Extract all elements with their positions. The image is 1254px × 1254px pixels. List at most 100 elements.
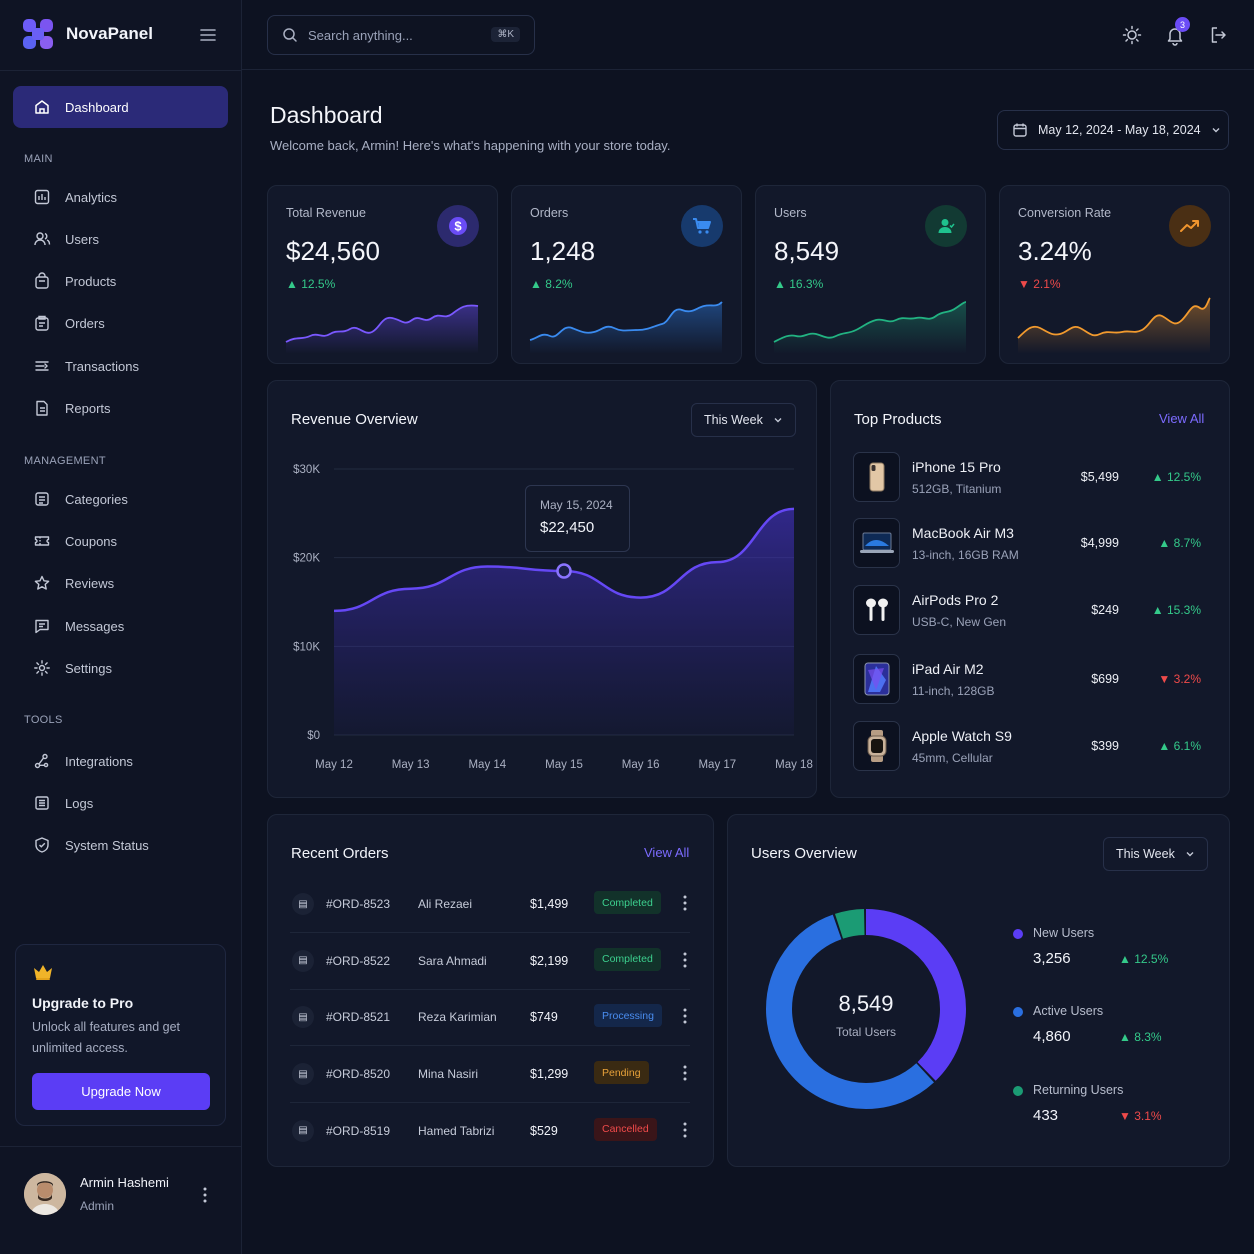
product-row[interactable]: AirPods Pro 2 USB-C, New Gen $249 ▲ 15.3… xyxy=(853,585,1207,635)
search-box[interactable]: ⌘K xyxy=(267,15,535,55)
stat-change: ▲ 12.5% xyxy=(286,277,336,291)
card-title: Top Products xyxy=(854,411,942,428)
profile-more-icon[interactable] xyxy=(200,1186,210,1204)
stat-card-revenue: Total Revenue $24,560 ▲ 12.5% $ xyxy=(267,185,498,364)
order-customer: Hamed Tabrizi xyxy=(418,1123,495,1138)
order-icon: ▤ xyxy=(292,949,314,972)
legend-label: New Users xyxy=(1033,926,1095,940)
users-icon xyxy=(34,232,51,246)
top-products-card: Top Products View All iPhone 15 Pro 512G… xyxy=(830,380,1230,798)
order-amount: $1,299 xyxy=(530,1067,569,1082)
nav-item-label: Coupons xyxy=(65,533,118,549)
product-price: $5,499 xyxy=(1080,470,1119,484)
nav-item-products[interactable]: Products xyxy=(13,260,228,302)
sidebar-footer-divider xyxy=(0,1146,241,1147)
stat-value: 1,248 xyxy=(530,236,596,266)
order-more-icon[interactable] xyxy=(680,1120,690,1140)
product-sub: 45mm, Cellular xyxy=(912,751,993,765)
logout-icon[interactable] xyxy=(1208,24,1228,46)
message-icon xyxy=(35,619,49,634)
x-tick-label: May 13 xyxy=(392,759,430,771)
search-input[interactable] xyxy=(308,27,478,43)
top-products-view-all-link[interactable]: View All xyxy=(1159,411,1205,426)
order-amount: $1,499 xyxy=(530,897,569,911)
donut-total-label: Total Users xyxy=(835,1025,897,1039)
brand[interactable]: NovaPanel xyxy=(22,18,153,50)
chevron-down-icon xyxy=(1186,852,1194,857)
nav-section-management: MANAGEMENT xyxy=(24,455,106,467)
nav-item-system-status[interactable]: System Status xyxy=(13,824,228,866)
users-period-dropdown[interactable]: This Week xyxy=(1103,837,1208,871)
x-tick-label: May 18 xyxy=(775,759,813,771)
date-range-picker[interactable]: May 12, 2024 - May 18, 2024 xyxy=(997,110,1229,150)
nav-section-tools: TOOLS xyxy=(24,714,63,726)
nav-item-settings[interactable]: Settings xyxy=(13,647,228,689)
order-more-icon[interactable] xyxy=(680,893,690,913)
legend-change: ▼ 3.1% xyxy=(1119,1109,1162,1123)
order-more-icon[interactable] xyxy=(680,950,690,970)
legend-change: ▲ 12.5% xyxy=(1119,952,1169,966)
recent-orders-view-all-link[interactable]: View All xyxy=(644,845,690,860)
theme-toggle-sun-icon[interactable] xyxy=(1122,24,1142,46)
cart-icon xyxy=(681,205,723,247)
logs-icon xyxy=(35,796,49,810)
order-row[interactable]: ▤ #ORD-8522 Sara Ahmadi $2,199 Completed xyxy=(290,934,690,990)
status-badge: Completed xyxy=(594,947,661,971)
recent-orders-card: Recent Orders View All ▤ #ORD-8523 Ali Rez… xyxy=(267,814,714,1167)
donut-slice xyxy=(766,909,966,1109)
nav-item-dashboard[interactable]: Dashboard xyxy=(13,86,228,128)
product-sub: 13-inch, 16GB RAM xyxy=(912,548,1019,562)
nav-item-integrations[interactable]: Integrations xyxy=(13,740,228,782)
upgrade-title: Upgrade to Pro xyxy=(32,995,134,1011)
product-price: $4,999 xyxy=(1080,536,1119,550)
document-icon xyxy=(36,400,48,416)
order-row[interactable]: ▤ #ORD-8520 Mina Nasiri $1,299 Pending xyxy=(290,1047,690,1104)
nav-item-label: Dashboard xyxy=(65,99,129,115)
stat-value: 3.24% xyxy=(1018,236,1092,266)
upgrade-now-button[interactable]: Upgrade Now xyxy=(32,1073,210,1110)
nav-item-categories[interactable]: Categories xyxy=(13,478,228,520)
product-row[interactable]: MacBook Air M3 13-inch, 16GB RAM $4,999 … xyxy=(853,518,1207,568)
sparkline-orders xyxy=(529,301,723,354)
nav-item-users[interactable]: Users xyxy=(13,218,228,260)
status-badge: Cancelled xyxy=(594,1117,657,1141)
order-more-icon[interactable] xyxy=(680,1006,690,1026)
product-row[interactable]: iPad Air M2 11-inch, 128GB $699 ▼ 3.2% xyxy=(853,654,1207,704)
menu-toggle-icon[interactable] xyxy=(198,26,218,44)
product-sub: USB-C, New Gen xyxy=(912,615,1007,629)
order-amount: $749 xyxy=(530,1010,558,1025)
y-tick-label: $10K xyxy=(293,641,320,653)
stat-label: Conversion Rate xyxy=(1018,206,1112,220)
order-row[interactable]: ▤ #ORD-8523 Ali Rezaei $1,499 Completed xyxy=(290,877,690,933)
brand-name: NovaPanel xyxy=(66,24,153,43)
order-row[interactable]: ▤ #ORD-8519 Hamed Tabrizi $529 Cancelled xyxy=(290,1104,690,1160)
y-tick-label: $20K xyxy=(293,553,320,565)
nav-item-label: Settings xyxy=(65,660,112,676)
nav-item-coupons[interactable]: Coupons xyxy=(13,520,228,562)
product-change: ▲ 6.1% xyxy=(1158,739,1201,753)
y-tick-label: $0 xyxy=(307,730,320,742)
order-row[interactable]: ▤ #ORD-8521 Reza Karimian $749 Processing xyxy=(290,990,690,1047)
revenue-period-dropdown[interactable]: This Week xyxy=(691,403,796,437)
nav-item-analytics[interactable]: Analytics xyxy=(13,176,228,218)
product-row[interactable]: iPhone 15 Pro 512GB, Titanium $5,499 ▲ 1… xyxy=(853,452,1207,502)
nav-section-main: MAIN xyxy=(24,153,53,165)
x-tick-label: May 15 xyxy=(545,759,583,771)
stat-label: Total Revenue xyxy=(286,206,366,220)
nav-item-messages[interactable]: Messages xyxy=(13,605,228,647)
nav-item-reviews[interactable]: Reviews xyxy=(13,562,228,604)
product-row[interactable]: Apple Watch S9 45mm, Cellular $399 ▲ 6.1… xyxy=(853,721,1207,771)
nav-item-orders[interactable]: Orders xyxy=(13,302,228,344)
nav-item-reports[interactable]: Reports xyxy=(13,387,228,429)
nav-item-logs[interactable]: Logs xyxy=(13,782,228,824)
user-profile[interactable]: Armin Hashemi Admin xyxy=(24,1173,169,1215)
shield-icon xyxy=(35,837,49,853)
nav-item-transactions[interactable]: Transactions xyxy=(13,345,228,387)
product-name: AirPods Pro 2 xyxy=(912,592,999,608)
order-icon: ▤ xyxy=(292,893,314,915)
top-bar: ⌘K xyxy=(242,0,1254,70)
order-more-icon[interactable] xyxy=(680,1063,690,1083)
x-tick-label: May 17 xyxy=(698,759,736,771)
nav-item-label: Orders xyxy=(65,315,105,331)
highlight-point[interactable] xyxy=(556,563,572,579)
